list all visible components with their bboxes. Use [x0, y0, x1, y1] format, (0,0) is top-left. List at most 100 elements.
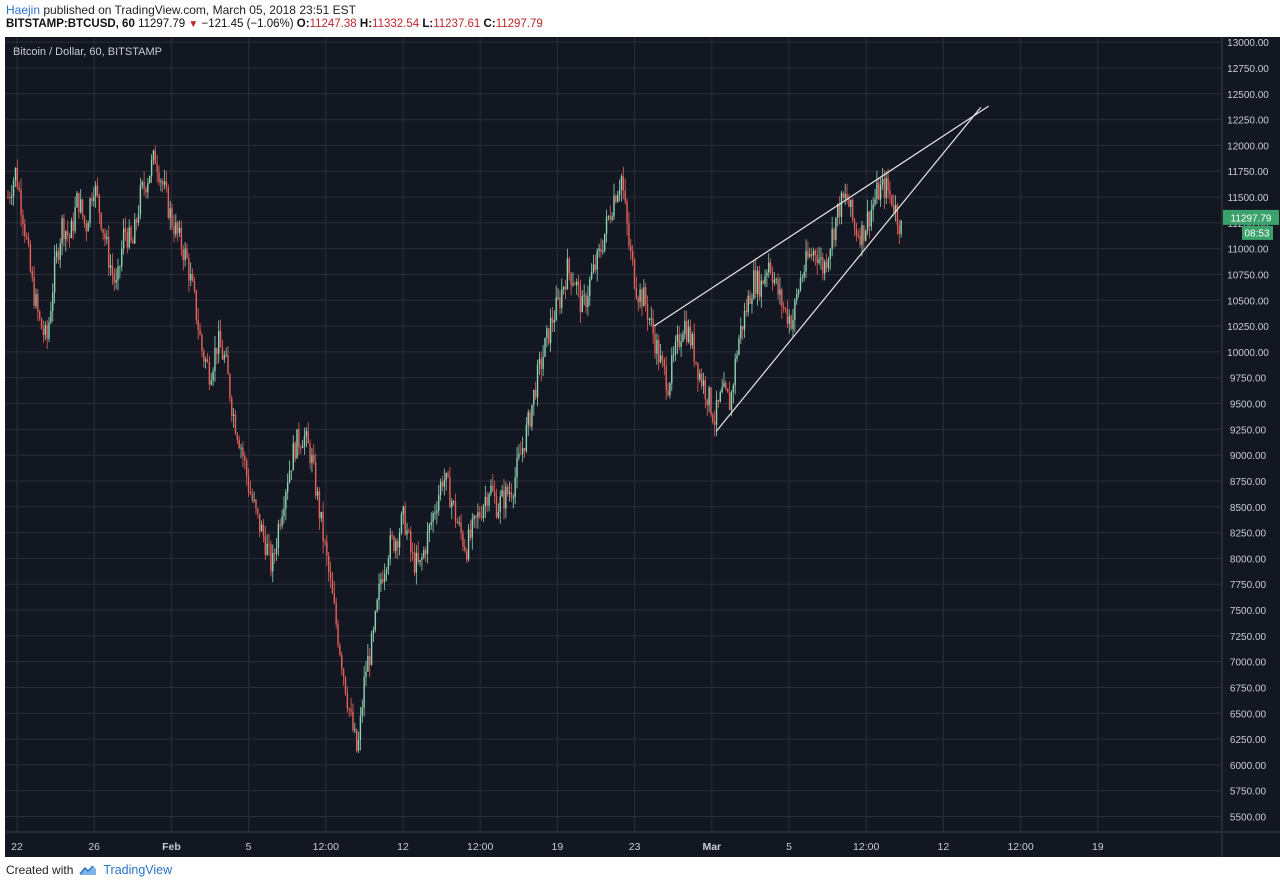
- candle-body: [268, 543, 270, 545]
- candle-body: [44, 325, 46, 335]
- candle-body: [753, 270, 755, 299]
- candle-body: [462, 533, 464, 547]
- candle-body: [667, 390, 669, 396]
- candle-body: [790, 316, 792, 329]
- candle-body: [529, 412, 531, 427]
- candle-body: [577, 281, 580, 286]
- candle-body: [18, 187, 20, 191]
- open-value: 11247.38: [309, 18, 357, 30]
- trendline: [653, 105, 989, 327]
- y-tick-label: 8000.00: [1230, 554, 1267, 565]
- candle-body: [818, 259, 820, 263]
- candle-body: [149, 175, 151, 183]
- candle-body: [93, 196, 95, 202]
- candle-body: [329, 571, 332, 580]
- candle-body: [14, 168, 17, 181]
- candle-body: [124, 228, 127, 233]
- candle-body: [27, 237, 30, 245]
- candle-body: [820, 257, 822, 260]
- candle-body: [102, 229, 104, 234]
- y-tick-label: 5500.00: [1230, 813, 1267, 824]
- candle-body: [380, 579, 382, 584]
- candle-body: [781, 289, 783, 307]
- candle-body: [134, 219, 136, 244]
- candle-body: [169, 208, 171, 218]
- candle-body: [42, 328, 45, 335]
- candle-body: [22, 214, 24, 225]
- tradingview-link[interactable]: TradingView: [103, 863, 173, 877]
- candle-body: [410, 531, 412, 553]
- candle-body: [247, 475, 250, 492]
- x-tick-label: 12:00: [1007, 841, 1033, 853]
- candle-body: [65, 231, 67, 240]
- candle-body: [219, 330, 222, 348]
- candle-body: [710, 387, 712, 415]
- down-arrow-icon: ▼: [188, 19, 199, 30]
- candle-body: [881, 178, 884, 185]
- candle-body: [385, 569, 388, 574]
- candle-body: [641, 289, 643, 307]
- candle-body: [768, 262, 770, 273]
- y-tick-label: 6500.00: [1230, 709, 1267, 720]
- candle-body: [160, 181, 162, 183]
- candle-body: [473, 515, 475, 519]
- candle-body: [596, 250, 598, 270]
- candle-body: [339, 644, 341, 655]
- candle-body: [227, 354, 229, 375]
- candle-body: [531, 404, 533, 427]
- candle-body: [684, 321, 686, 335]
- candle-body: [458, 522, 460, 524]
- candle-body: [754, 270, 757, 294]
- candle-body: [628, 223, 630, 246]
- y-tick-label: 13000.00: [1227, 38, 1269, 49]
- candle-body: [132, 240, 134, 244]
- candle-body: [404, 506, 406, 535]
- candle-body: [398, 532, 401, 548]
- ohlc-line: BITSTAMP:BTCUSD, 60 11297.79 ▼ −121.45 (…: [6, 18, 543, 30]
- candle-body: [495, 496, 498, 518]
- candle-body: [357, 739, 360, 751]
- y-tick-label: 8500.00: [1230, 503, 1267, 514]
- candle-body: [885, 178, 887, 198]
- candle-body: [518, 453, 520, 458]
- candle-body: [579, 285, 582, 313]
- candle-body: [232, 414, 235, 416]
- candle-body: [178, 227, 181, 233]
- candle-body: [423, 550, 425, 558]
- candle-body: [279, 524, 281, 526]
- candle-body: [337, 623, 339, 645]
- author-link[interactable]: Haejin: [6, 3, 41, 17]
- candle-body: [644, 287, 647, 305]
- x-tick-label: 12:00: [467, 841, 493, 853]
- candle-body: [533, 389, 535, 405]
- candle-body: [436, 510, 438, 513]
- candle-body: [477, 512, 479, 518]
- candle-body: [555, 297, 557, 321]
- candle-body: [89, 198, 91, 223]
- candle-body: [432, 513, 434, 523]
- candle-body: [147, 182, 149, 193]
- candle-body: [525, 424, 528, 451]
- candle-body: [691, 333, 694, 346]
- chart-area[interactable]: 13000.00 12750.00 12500.00 12250.00 12000.00…: [5, 37, 1280, 857]
- candle-body: [439, 481, 442, 496]
- candle-body: [262, 524, 265, 536]
- price-chart[interactable]: 13000.00 12750.00 12500.00 12250.00 12000.00…: [5, 37, 1280, 857]
- candle-body: [876, 182, 878, 200]
- candle-body: [475, 515, 477, 518]
- candle-body: [107, 236, 110, 268]
- candle-body: [568, 258, 570, 273]
- candle-body: [505, 486, 507, 509]
- candle-body: [111, 265, 114, 274]
- y-tick-label: 6250.00: [1230, 735, 1267, 746]
- candle-body: [190, 273, 192, 281]
- countdown-tag: 08:53: [1244, 228, 1269, 239]
- published-text: published on TradingView.com, March 05, …: [43, 3, 357, 17]
- candle-body: [654, 333, 656, 354]
- candle-body: [682, 334, 684, 342]
- candle-body: [400, 514, 403, 533]
- candle-body: [402, 506, 404, 515]
- candle-body: [786, 308, 789, 324]
- candle-body: [633, 259, 636, 288]
- candle-body: [204, 359, 207, 362]
